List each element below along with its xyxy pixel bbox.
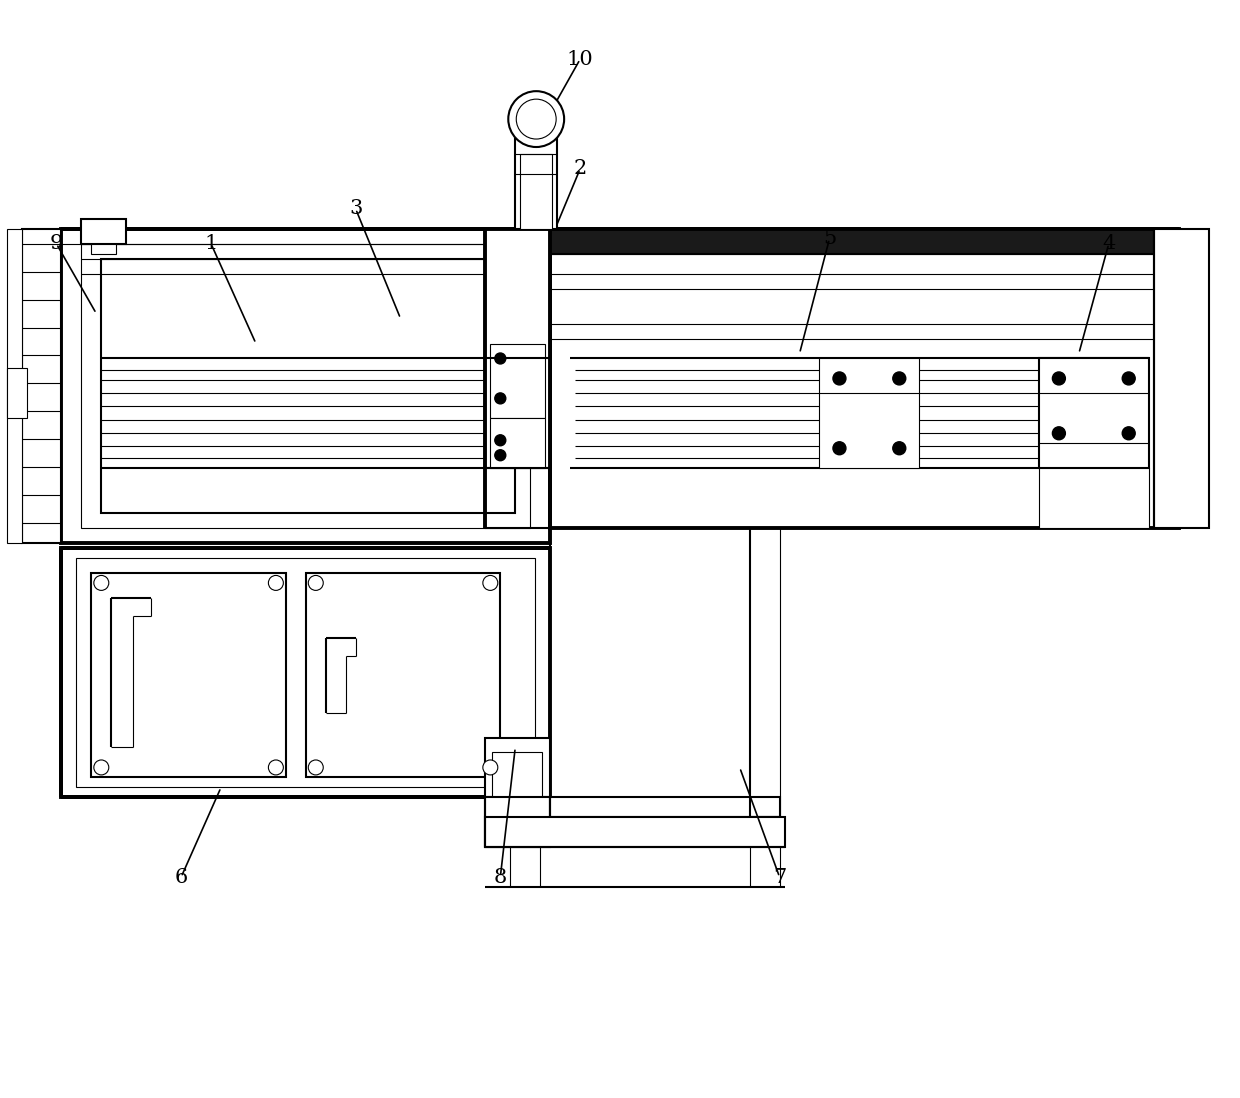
Bar bbox=[485, 817, 785, 848]
Circle shape bbox=[482, 760, 497, 775]
Bar bbox=[820, 358, 919, 468]
Bar bbox=[490, 344, 546, 418]
Bar bbox=[551, 797, 780, 817]
Circle shape bbox=[893, 441, 905, 455]
Text: 8: 8 bbox=[494, 867, 507, 887]
Bar bbox=[77, 558, 536, 787]
Circle shape bbox=[309, 760, 324, 775]
Text: 3: 3 bbox=[348, 200, 362, 219]
Text: 2: 2 bbox=[573, 159, 587, 179]
Text: 7: 7 bbox=[773, 867, 786, 887]
Bar bbox=[485, 228, 551, 468]
Bar bbox=[551, 228, 1178, 254]
Bar bbox=[62, 548, 551, 797]
Circle shape bbox=[508, 91, 564, 147]
Bar bbox=[82, 244, 531, 528]
Text: 9: 9 bbox=[50, 234, 63, 254]
Bar bbox=[1039, 358, 1148, 468]
Text: 5: 5 bbox=[823, 229, 836, 248]
Circle shape bbox=[94, 760, 109, 775]
Bar bbox=[62, 228, 551, 544]
Bar bbox=[6, 369, 26, 418]
Circle shape bbox=[495, 450, 506, 461]
Text: 10: 10 bbox=[567, 49, 594, 69]
Circle shape bbox=[482, 575, 497, 591]
Bar bbox=[485, 797, 551, 848]
Text: 4: 4 bbox=[1102, 234, 1116, 254]
Bar bbox=[492, 752, 542, 797]
Circle shape bbox=[833, 441, 846, 455]
Bar bbox=[6, 228, 21, 544]
Circle shape bbox=[309, 575, 324, 591]
Bar bbox=[551, 228, 1178, 528]
Bar bbox=[82, 219, 126, 244]
Circle shape bbox=[516, 99, 557, 139]
Circle shape bbox=[1122, 372, 1135, 385]
Circle shape bbox=[1053, 427, 1065, 440]
Circle shape bbox=[495, 352, 506, 363]
Bar bbox=[92, 244, 117, 254]
Bar bbox=[490, 418, 546, 468]
Circle shape bbox=[1053, 372, 1065, 385]
Circle shape bbox=[94, 575, 109, 591]
Bar bbox=[1039, 468, 1148, 528]
Circle shape bbox=[833, 372, 846, 385]
Circle shape bbox=[268, 760, 284, 775]
Bar bbox=[521, 154, 552, 228]
Bar bbox=[485, 738, 551, 797]
Bar bbox=[516, 139, 557, 228]
Bar bbox=[306, 573, 500, 777]
Circle shape bbox=[893, 372, 905, 385]
Text: 1: 1 bbox=[205, 234, 218, 254]
Bar bbox=[102, 259, 516, 513]
Bar bbox=[92, 573, 286, 777]
Bar bbox=[1153, 228, 1209, 528]
Text: 6: 6 bbox=[175, 867, 187, 887]
Circle shape bbox=[1122, 427, 1135, 440]
Bar bbox=[21, 228, 62, 544]
Circle shape bbox=[495, 393, 506, 404]
Circle shape bbox=[495, 435, 506, 446]
Circle shape bbox=[268, 575, 284, 591]
